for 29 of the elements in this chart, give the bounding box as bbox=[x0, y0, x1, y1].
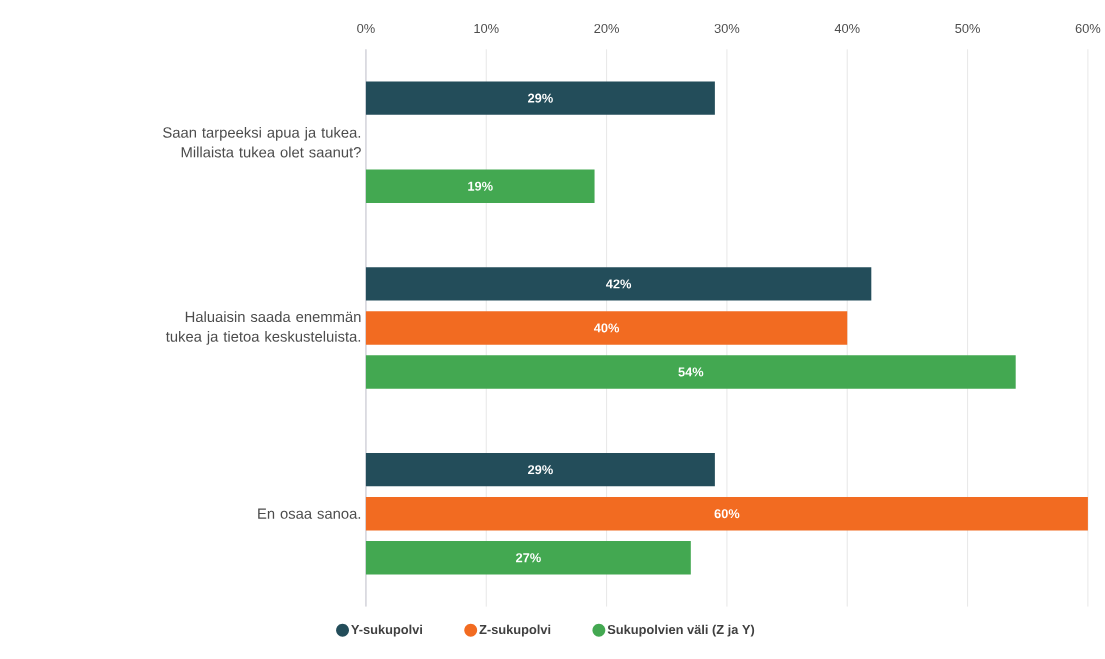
data-label: 54% bbox=[678, 367, 704, 377]
data-label: 29% bbox=[528, 465, 553, 475]
bar bbox=[365, 267, 872, 301]
data-label: 42% bbox=[605, 279, 632, 289]
x-tick-label: 10% bbox=[474, 24, 499, 34]
x-tick-label: 0% bbox=[357, 24, 375, 34]
data-label: 60% bbox=[714, 509, 740, 519]
bar bbox=[365, 355, 1016, 389]
legend-label: Sukupolvien väli (Z ja Y) bbox=[607, 624, 755, 637]
bar bbox=[365, 453, 715, 487]
legend-label: Y-sukupolvi bbox=[351, 624, 422, 637]
bar bbox=[365, 497, 1088, 531]
x-tick-label: 30% bbox=[714, 24, 740, 34]
data-label: 29% bbox=[528, 93, 553, 103]
x-tick-label: 20% bbox=[594, 24, 619, 34]
bar bbox=[365, 81, 715, 115]
x-tick-label: 40% bbox=[834, 24, 860, 34]
x-tick-label: 60% bbox=[1075, 24, 1101, 34]
y-tick-label: Haluaisin saada enemmän tukea ja tietoa keskusteluista. bbox=[165, 311, 361, 345]
legend-label: Z-sukupolvi bbox=[479, 624, 551, 637]
y-tick-label: En osaa sanoa. bbox=[258, 508, 361, 519]
bar bbox=[365, 541, 691, 575]
data-label: 19% bbox=[468, 181, 493, 191]
x-tick-label: 50% bbox=[955, 24, 980, 34]
y-tick-label: Saan tarpeeksi apua ja tukea. Millaista tukea olet saanut? bbox=[163, 126, 361, 158]
bar bbox=[365, 169, 595, 203]
data-label: 27% bbox=[515, 553, 541, 563]
bar bbox=[365, 311, 848, 345]
data-label: 40% bbox=[593, 323, 620, 333]
